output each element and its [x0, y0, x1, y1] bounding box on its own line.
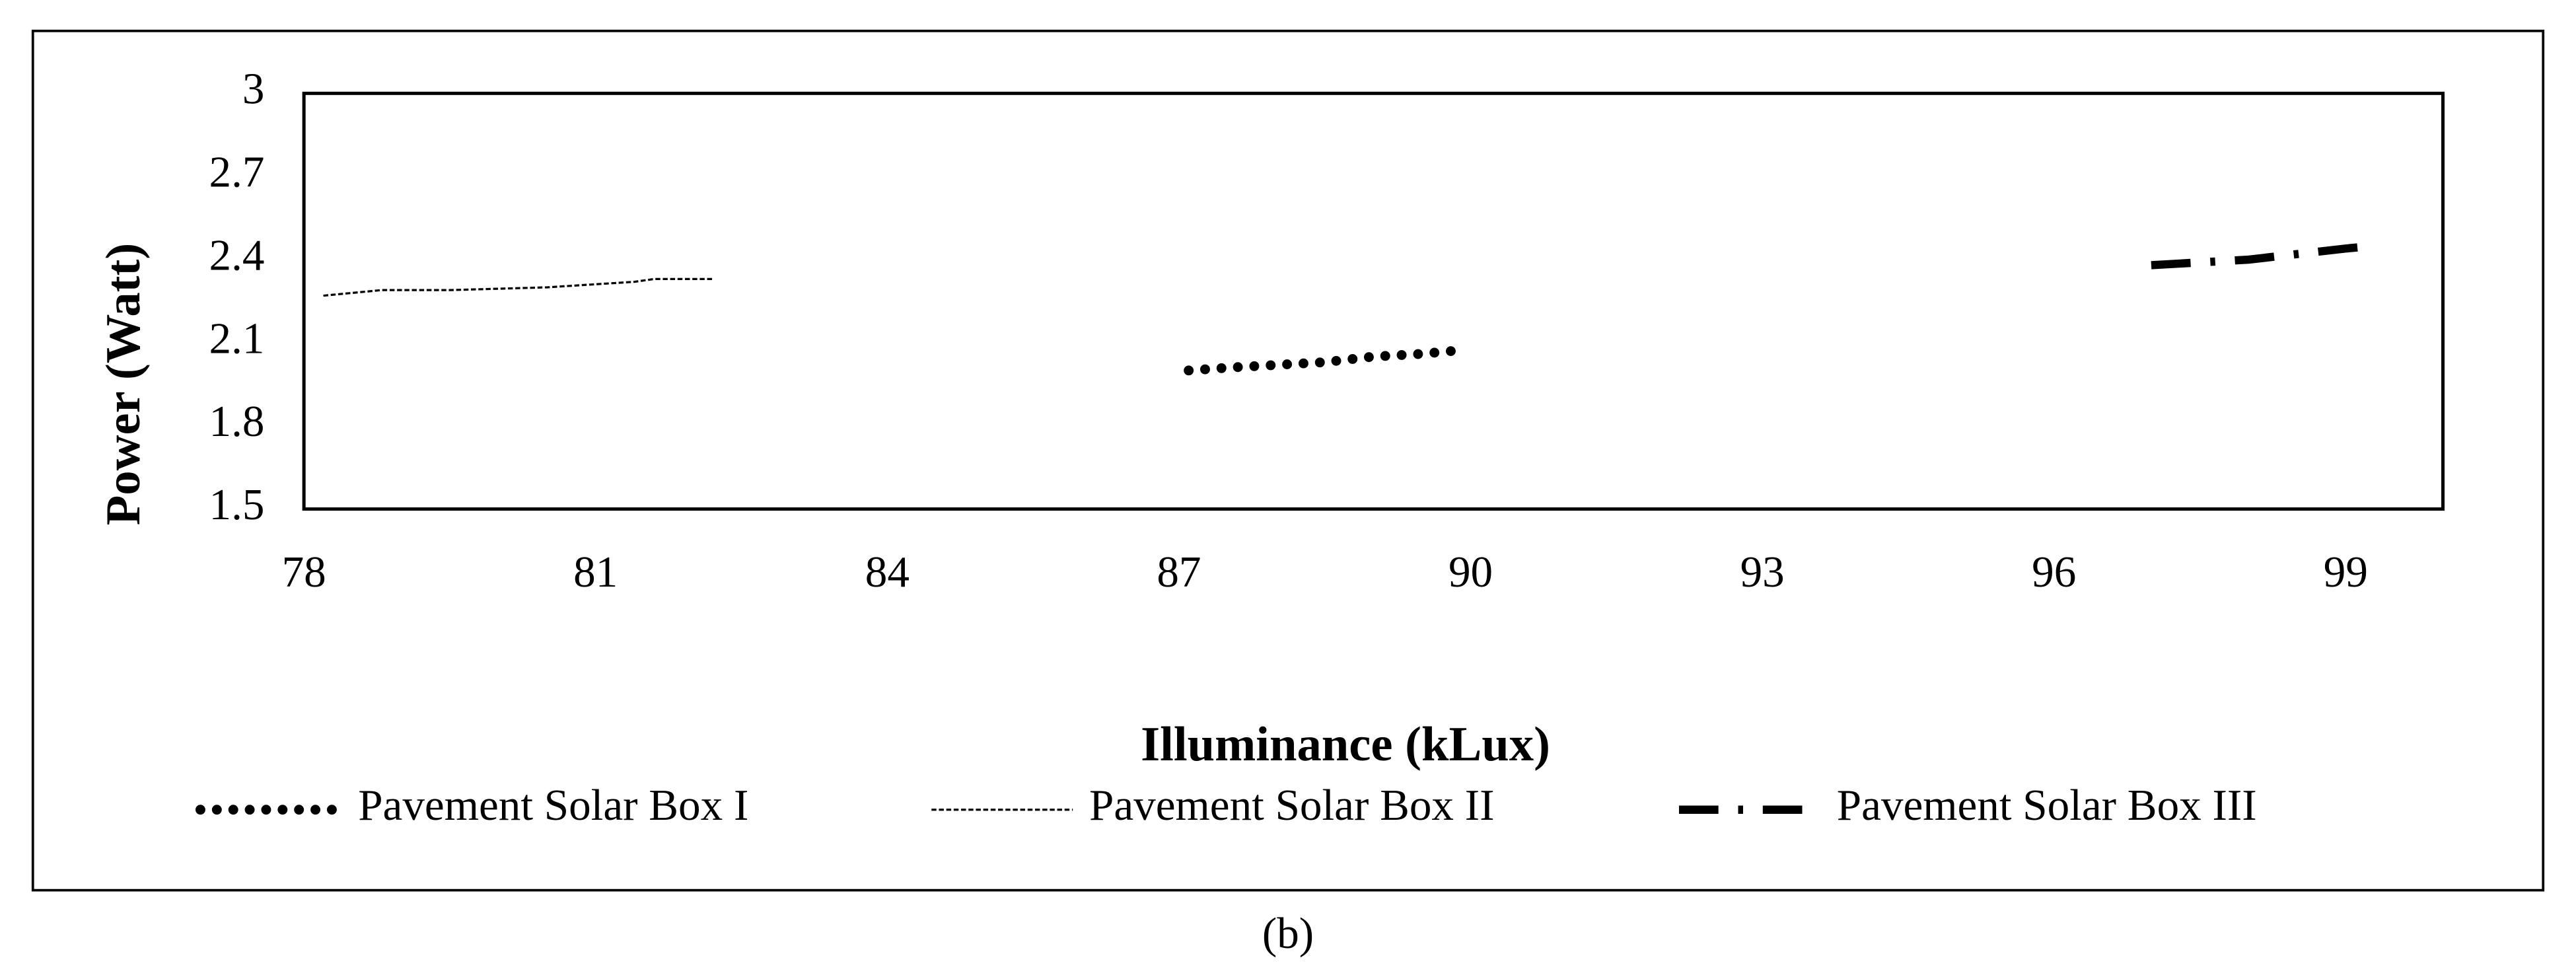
y-tick-label: 1.8 — [209, 396, 265, 446]
legend-label: Pavement Solar Box II — [1089, 780, 1494, 830]
series-line — [2151, 241, 2376, 270]
x-tick-label: 87 — [1157, 547, 1201, 597]
legend-label: Pavement Solar Box I — [358, 780, 748, 830]
plot-area — [302, 91, 2445, 511]
y-tick-label: 2.1 — [209, 313, 265, 363]
series-line — [323, 277, 713, 297]
y-tick-label: 3 — [242, 64, 265, 114]
x-tick-label: 99 — [2324, 547, 2368, 597]
y-tick-label: 2.4 — [209, 230, 265, 279]
y-axis-title: Power (Watt) — [96, 243, 151, 525]
x-tick-label: 78 — [282, 547, 326, 597]
caption: (b) — [1262, 908, 1314, 958]
x-axis-title: Illuminance (kLux) — [1141, 717, 1550, 772]
series-line — [1184, 346, 1456, 376]
x-tick-label: 93 — [1740, 547, 1785, 597]
x-tick-label: 84 — [865, 547, 910, 597]
x-tick-label: 96 — [2032, 547, 2076, 597]
x-tick-label: 90 — [1449, 547, 1493, 597]
y-tick-label: 2.7 — [209, 147, 265, 197]
legend-label: Pavement Solar Box III — [1837, 780, 2257, 830]
x-tick-label: 81 — [573, 547, 618, 597]
y-tick-label: 1.5 — [209, 480, 265, 529]
chart-frame — [31, 29, 2545, 892]
